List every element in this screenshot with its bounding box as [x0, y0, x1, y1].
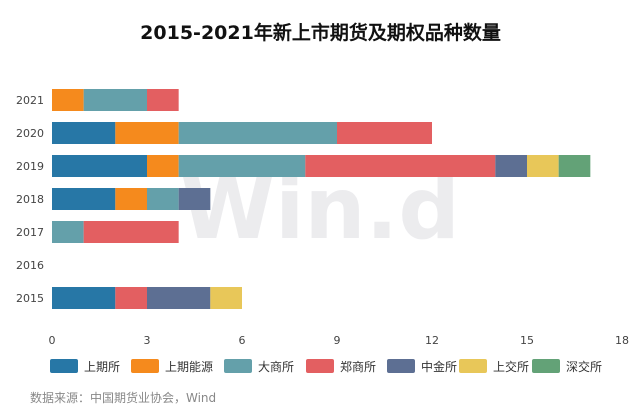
bar-segment: [305, 155, 496, 177]
bar-segment: [178, 155, 306, 177]
bar-segment: [52, 89, 84, 111]
legend-item[interactable]: 上交所: [459, 358, 529, 374]
legend-label: 深交所: [566, 359, 603, 374]
legend-item[interactable]: 中金所: [387, 358, 457, 374]
legend-swatch: [532, 359, 560, 373]
bar-segment: [178, 188, 211, 210]
bar-segment: [115, 287, 147, 309]
bar-segment: [52, 155, 147, 177]
bar-segment: [52, 122, 116, 144]
y-tick-label: 2016: [16, 259, 44, 272]
bar-segment: [83, 221, 179, 243]
bar-segment: [115, 122, 179, 144]
bar-segment: [527, 155, 559, 177]
bar-segment: [83, 89, 147, 111]
x-tick-label: 9: [334, 334, 341, 347]
x-tick-label: 6: [239, 334, 246, 347]
legend-swatch: [224, 359, 252, 373]
bar-segment: [147, 287, 211, 309]
legend-label: 上期能源: [165, 359, 214, 374]
legend-label: 大商所: [258, 359, 295, 374]
x-tick-label: 18: [615, 334, 629, 347]
y-tick-label: 2019: [16, 160, 44, 173]
legend-swatch: [387, 359, 415, 373]
bar-segment: [52, 287, 116, 309]
bar-segment: [147, 89, 179, 111]
legend-swatch: [306, 359, 334, 373]
legend-label: 中金所: [421, 359, 458, 374]
legend-item[interactable]: 大商所: [224, 358, 294, 374]
y-tick-label: 2021: [16, 94, 44, 107]
legend-label: 上交所: [493, 359, 530, 374]
legend-swatch: [50, 359, 78, 373]
y-tick-label: 2020: [16, 127, 44, 140]
legend-swatch: [459, 359, 487, 373]
legend-item[interactable]: 上期所: [50, 358, 120, 374]
legend-item[interactable]: 上期能源: [131, 358, 213, 374]
x-tick-label: 15: [520, 334, 534, 347]
bar-segment: [115, 188, 147, 210]
y-tick-label: 2017: [16, 226, 44, 239]
bar-segment: [147, 155, 179, 177]
legend-item[interactable]: 深交所: [532, 358, 602, 374]
source-note: 数据来源：中国期货业协会，Wind: [30, 391, 217, 405]
y-tick-label: 2015: [16, 292, 44, 305]
x-tick-label: 12: [425, 334, 439, 347]
legend-label: 郑商所: [340, 359, 377, 374]
x-tick-label: 0: [49, 334, 56, 347]
legend-item[interactable]: 郑商所: [306, 358, 376, 374]
bar-segment: [147, 188, 179, 210]
y-tick-label: 2018: [16, 193, 44, 206]
bar-segment: [558, 155, 591, 177]
bar-segment: [337, 122, 432, 144]
bar-segment: [178, 122, 337, 144]
x-tick-label: 3: [144, 334, 151, 347]
bar-segment: [52, 188, 116, 210]
legend-swatch: [131, 359, 159, 373]
legend: 上期所 上期能源 大商所 郑商所 中金所 上交所 深交所: [50, 358, 641, 378]
bar-segment: [210, 287, 242, 309]
legend-label: 上期所: [84, 359, 121, 374]
chart-title: 2015-2021年新上市期货及期权品种数量: [140, 22, 501, 44]
bar-segment: [52, 221, 84, 243]
bar-segment: [495, 155, 527, 177]
